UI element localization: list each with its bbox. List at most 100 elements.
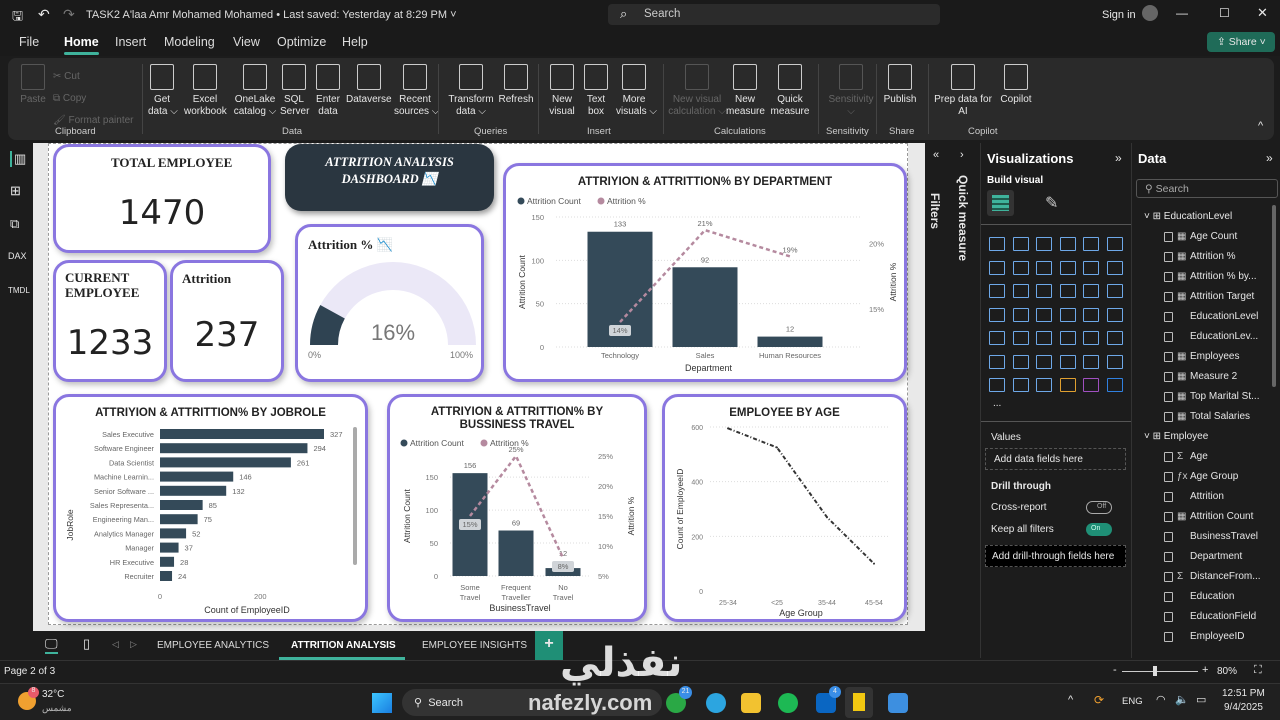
line-column-icon[interactable]: [1083, 260, 1099, 275]
filled-map-icon[interactable]: [1036, 307, 1052, 322]
tab-employee-analytics[interactable]: EMPLOYEE ANALYTICS: [157, 640, 270, 651]
dax-query-icon[interactable]: DAX: [8, 251, 27, 261]
jobrole-chart-card[interactable]: ATTRIYION & ATTRITTION% BY JOBROLE Sales…: [53, 394, 368, 622]
build-visual-tab[interactable]: [987, 190, 1014, 216]
checkbox[interactable]: [1164, 472, 1173, 482]
ribbon-button-new[interactable]: New measure: [726, 64, 765, 118]
more-visuals-ellipsis[interactable]: ...: [993, 398, 1002, 409]
sign-in-link[interactable]: Sign in: [1102, 9, 1136, 21]
model-view-icon[interactable]: ⧉: [10, 216, 20, 231]
undo-icon[interactable]: ↶: [38, 6, 50, 22]
checkbox[interactable]: [1164, 272, 1173, 282]
area-chart-icon[interactable]: [1012, 260, 1029, 275]
stacked-column-icon[interactable]: [1012, 237, 1029, 251]
narrative-icon[interactable]: [1083, 354, 1099, 369]
ribbon-button-sensitivity[interactable]: Sensitivity ⌵: [828, 64, 874, 118]
line-clustered-column-icon[interactable]: [1106, 260, 1123, 275]
search-box[interactable]: ⌕ Search: [608, 4, 940, 25]
checkbox[interactable]: [1164, 452, 1173, 462]
qa-icon[interactable]: [1059, 354, 1076, 369]
checkbox[interactable]: [1164, 412, 1173, 422]
ribbon-button-get[interactable]: Get data ⌵: [148, 64, 178, 118]
business-travel-chart-card[interactable]: ATTRIYION & ATTRITTION% BY BUSSINESS TRA…: [387, 394, 647, 622]
ribbon-button-quick[interactable]: Quick measure: [770, 64, 810, 118]
menu-file[interactable]: File: [19, 35, 40, 49]
ribbon-button-new-visual[interactable]: New visual calculation ⌵: [668, 64, 726, 118]
menu-insert[interactable]: Insert: [115, 35, 147, 49]
telegram-icon[interactable]: [706, 693, 726, 713]
pie-icon[interactable]: [1083, 284, 1099, 298]
format-painter-button[interactable]: 🖌 Format painter: [53, 115, 134, 126]
ribbon-button-copilot[interactable]: Copilot: [996, 64, 1036, 106]
copy-button[interactable]: ⧉ Copy: [53, 93, 87, 104]
key-influencers-icon[interactable]: [1012, 354, 1029, 369]
checkbox[interactable]: [1164, 232, 1173, 242]
azure-map-icon[interactable]: [1059, 307, 1076, 322]
maximize-icon[interactable]: ☐: [1219, 6, 1230, 20]
python-visual-icon[interactable]: [989, 354, 1005, 369]
start-button[interactable]: [372, 693, 392, 713]
volume-icon[interactable]: 🔈: [1175, 694, 1189, 706]
file-explorer-icon[interactable]: [741, 693, 761, 713]
add-page-button[interactable]: +: [535, 631, 563, 660]
department-chart-card[interactable]: ATTRIYION & ATTRITTION% BY DEPARTMENT At…: [503, 163, 907, 382]
table-icon[interactable]: [1059, 331, 1076, 345]
tmdl-view-icon[interactable]: TMDL: [8, 286, 30, 295]
linkedin-icon[interactable]: [816, 693, 836, 713]
stacked-area-icon[interactable]: [1036, 260, 1052, 275]
ribbon-button-refresh[interactable]: Refresh: [498, 64, 534, 106]
cross-report-toggle[interactable]: Off: [1086, 501, 1112, 514]
checkbox[interactable]: [1164, 252, 1173, 262]
metrics-icon[interactable]: [1106, 354, 1123, 369]
mobile-layout-icon[interactable]: ▯: [83, 636, 91, 651]
ribbon-button-sql[interactable]: SQL Server: [280, 64, 309, 118]
ribbon-chart-icon[interactable]: [989, 284, 1005, 298]
decomposition-tree-icon[interactable]: [1036, 354, 1052, 369]
photos-icon[interactable]: [888, 693, 908, 713]
filters-pane-collapsed[interactable]: « Filters: [925, 143, 950, 631]
power-apps-icon[interactable]: [1012, 378, 1029, 392]
visual-2-icon[interactable]: [1083, 378, 1099, 392]
kpi-total-employee[interactable]: TOTAL EMPLOYEE 1470: [53, 144, 271, 253]
collapse-pane-icon[interactable]: »: [1266, 151, 1273, 165]
format-visual-icon[interactable]: ✎: [1045, 195, 1059, 212]
table-view-icon[interactable]: ⊞: [10, 183, 21, 198]
table-employee[interactable]: ˅ ⊞ Employee: [1144, 431, 1209, 442]
ribbon-button-excel[interactable]: Excel workbook: [184, 64, 227, 118]
close-icon[interactable]: ✕: [1257, 5, 1268, 20]
100-column-icon[interactable]: [1106, 237, 1123, 251]
paste-button[interactable]: Paste: [18, 64, 48, 106]
clock-time[interactable]: 12:51 PM: [1222, 688, 1265, 699]
power-automate-icon[interactable]: [1036, 378, 1052, 392]
sync-icon[interactable]: ⟳: [1094, 693, 1105, 707]
minimize-icon[interactable]: —: [1176, 6, 1188, 20]
taskbar-search[interactable]: ⚲ Search: [402, 689, 662, 716]
map-icon[interactable]: [1012, 307, 1029, 322]
ribbon-button-recent[interactable]: Recent sources ⌵: [394, 64, 439, 118]
paginated-report-icon[interactable]: [989, 378, 1005, 392]
checkbox[interactable]: [1164, 612, 1173, 622]
desktop-layout-icon[interactable]: 🖵: [45, 636, 58, 654]
values-drop-zone[interactable]: Add data fields here: [985, 448, 1126, 470]
table-educationlevel[interactable]: ˅ ⊞ EducationLevel: [1144, 211, 1233, 222]
save-icon[interactable]: 🖫: [12, 8, 24, 23]
matrix-icon[interactable]: [1083, 331, 1099, 345]
collapse-pane-icon[interactable]: »: [1115, 151, 1122, 165]
data-search-input[interactable]: ⚲ Search: [1136, 179, 1278, 198]
spotify-icon[interactable]: [778, 693, 798, 713]
ribbon-button-new[interactable]: New visual: [548, 64, 576, 118]
menu-view[interactable]: View: [233, 35, 260, 49]
next-page-icon[interactable]: ▷: [130, 639, 137, 649]
filters-label[interactable]: Filters: [928, 193, 942, 230]
kpi-attrition[interactable]: Attrition 237: [170, 260, 284, 382]
donut-icon[interactable]: [1106, 284, 1123, 298]
expand-filters-icon[interactable]: «: [933, 149, 940, 161]
checkbox[interactable]: [1164, 532, 1173, 542]
expand-icon[interactable]: ›: [960, 149, 964, 161]
slicer-icon[interactable]: [1036, 331, 1052, 345]
age-chart-card[interactable]: EMPLOYEE BY AGE 0 200 400 600 25-34 <25 35-44 4…: [662, 394, 907, 622]
clustered-bar-icon[interactable]: [1036, 237, 1052, 251]
zoom-slider-thumb[interactable]: [1153, 666, 1157, 676]
powerbi-taskbar-button[interactable]: [845, 687, 873, 718]
zoom-slider[interactable]: [1122, 671, 1198, 672]
